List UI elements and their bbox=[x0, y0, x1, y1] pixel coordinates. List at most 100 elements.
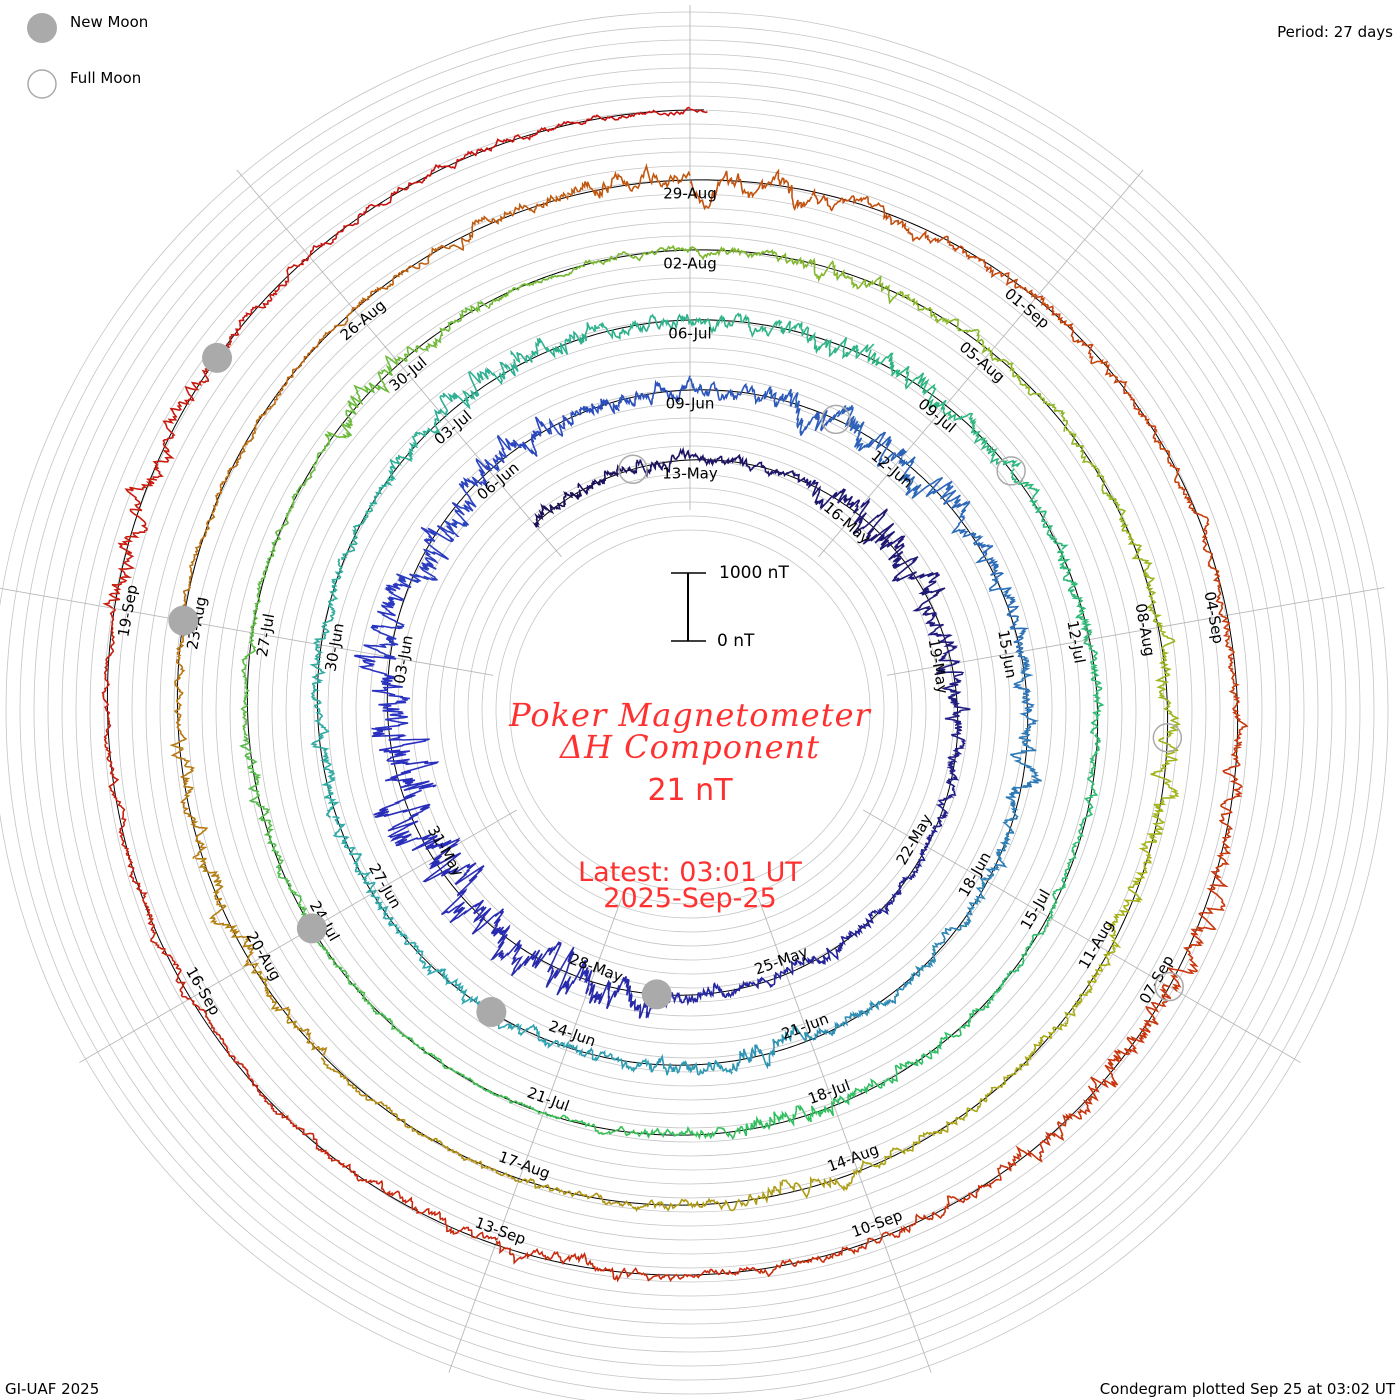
trace-day bbox=[832, 1058, 923, 1106]
trace-day bbox=[104, 744, 135, 878]
trace-day bbox=[452, 1069, 544, 1115]
trace-day bbox=[1035, 295, 1128, 387]
chart-subtitle: ΔH Component bbox=[559, 728, 821, 766]
legend-full-moon-label: Full Moon bbox=[70, 69, 142, 87]
trace-day bbox=[489, 1008, 569, 1049]
trace-day bbox=[1012, 651, 1040, 731]
chart-title: Poker Magnetometer bbox=[509, 696, 871, 734]
trace-day bbox=[130, 876, 190, 1000]
trace-day bbox=[623, 1266, 756, 1282]
trace-day bbox=[867, 349, 947, 411]
date-label: 06-Jul bbox=[668, 325, 711, 343]
trace-day bbox=[1140, 736, 1180, 848]
trace-day bbox=[738, 1100, 835, 1137]
trace-day bbox=[313, 558, 344, 645]
footer-credit: GI-UAF 2025 bbox=[5, 1380, 100, 1398]
trace-day bbox=[377, 1179, 499, 1241]
trace-day bbox=[444, 457, 490, 537]
trace-day bbox=[249, 962, 328, 1057]
trace-day bbox=[722, 969, 787, 999]
trace-day bbox=[958, 1040, 1043, 1122]
date-label: 03-Jun bbox=[390, 634, 416, 685]
trace-day bbox=[352, 244, 458, 310]
trace-day bbox=[385, 408, 442, 487]
trace-day bbox=[780, 320, 875, 360]
trace-day bbox=[189, 998, 272, 1106]
trace-day bbox=[811, 187, 930, 243]
trace-day bbox=[1048, 826, 1085, 919]
grid-spoke bbox=[757, 897, 932, 1373]
spiral-baseline bbox=[106, 109, 1239, 1276]
trace-day bbox=[309, 643, 328, 732]
new-moon-marker bbox=[641, 979, 672, 1010]
trace-day bbox=[1184, 495, 1224, 617]
trace-day bbox=[471, 905, 526, 977]
trace-day bbox=[1107, 846, 1153, 954]
full-moon-marker bbox=[1152, 723, 1183, 753]
trace-day bbox=[804, 478, 860, 514]
trace-day bbox=[631, 1197, 749, 1213]
trace-day bbox=[169, 738, 209, 859]
baseline-spiral bbox=[106, 109, 1239, 1276]
trace-day bbox=[617, 375, 691, 409]
full-moon-legend-icon bbox=[27, 69, 57, 99]
trace-day bbox=[689, 168, 813, 212]
new-moon-marker bbox=[296, 913, 327, 944]
trace-day bbox=[173, 620, 191, 740]
trace-day bbox=[926, 235, 1038, 300]
grid-spoke bbox=[448, 897, 623, 1373]
trace-day bbox=[371, 727, 440, 792]
trace-day bbox=[484, 416, 551, 473]
trace-day bbox=[310, 928, 375, 1010]
new-moon-marker bbox=[476, 997, 507, 1028]
trace-day bbox=[396, 300, 489, 363]
data-traces bbox=[101, 106, 1249, 1283]
trace-day bbox=[566, 162, 691, 199]
trace-day bbox=[988, 578, 1030, 653]
trace-day bbox=[936, 662, 971, 727]
date-label: 17-Aug bbox=[496, 1148, 552, 1183]
trace-day bbox=[989, 350, 1069, 432]
new-moon-marker bbox=[168, 605, 199, 636]
trace-day bbox=[882, 942, 939, 1007]
trace-day bbox=[549, 397, 620, 438]
footer-plot-time: Condegram plotted Sep 25 at 03:02 UT bbox=[1099, 1380, 1395, 1398]
trace-day bbox=[881, 1178, 999, 1239]
trace-day bbox=[858, 1116, 959, 1174]
trace-day bbox=[1083, 639, 1105, 735]
grid-ring bbox=[495, 515, 885, 905]
trace-day bbox=[946, 724, 967, 790]
trace-day bbox=[1221, 615, 1249, 743]
trace-day bbox=[532, 489, 583, 529]
period-label: Period: 27 days bbox=[1277, 23, 1393, 41]
trace-day bbox=[195, 857, 255, 967]
trace-day bbox=[598, 313, 691, 341]
trace-day bbox=[567, 1043, 650, 1074]
trace-day bbox=[891, 551, 946, 612]
trace-day bbox=[102, 478, 158, 609]
trace-day bbox=[951, 502, 1005, 580]
date-label: 13-May bbox=[662, 465, 718, 483]
trace-day bbox=[1056, 549, 1093, 641]
full-moon-marker bbox=[1154, 971, 1184, 1002]
trace-day bbox=[320, 1057, 414, 1132]
trace-day bbox=[937, 877, 987, 946]
trace-day bbox=[1154, 626, 1182, 738]
scale-bar bbox=[671, 572, 706, 642]
moon-markers bbox=[168, 342, 1184, 1028]
scale-top-label: 1000 nT bbox=[719, 563, 789, 583]
trace-day bbox=[372, 1008, 454, 1071]
trace-day bbox=[542, 1111, 641, 1138]
trace-day bbox=[496, 1240, 626, 1283]
full-moon-marker bbox=[996, 456, 1026, 486]
trace-day bbox=[836, 404, 907, 468]
trace-day bbox=[373, 789, 461, 852]
trace-day bbox=[731, 1023, 810, 1072]
trace-day bbox=[746, 1168, 859, 1205]
date-label: 02-Aug bbox=[663, 255, 716, 273]
trace-day bbox=[583, 244, 691, 266]
grid-ring bbox=[509, 529, 871, 891]
trace-day bbox=[101, 607, 117, 745]
trace-day bbox=[551, 106, 691, 131]
trace-day bbox=[423, 126, 553, 181]
